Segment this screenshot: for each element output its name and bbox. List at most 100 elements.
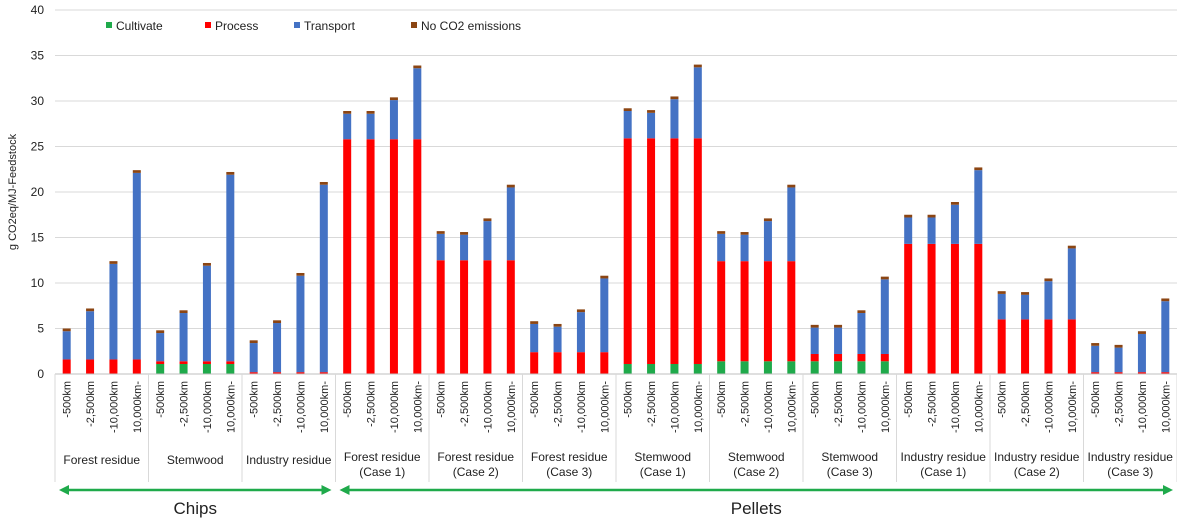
legend: Cultivate Process Transport No CO2 emission… — [106, 19, 521, 33]
bar-segment-process — [927, 243, 936, 374]
bar-segment-transport — [717, 233, 726, 262]
bar-segment-process — [226, 361, 235, 364]
bar-segment-no-co2-emissions — [623, 108, 632, 112]
bar-segment-transport — [670, 99, 679, 139]
bar-segment-no-co2-emissions — [273, 320, 282, 324]
x-tick-label: 10,000km- — [412, 381, 424, 433]
bar-segment-transport — [623, 111, 632, 139]
bar-segment-process — [249, 372, 258, 374]
bar-segment-cultivate — [717, 361, 726, 374]
x-tick-label: -500km — [436, 381, 448, 418]
bar-segment-process — [693, 138, 702, 364]
bar-segment-process — [273, 372, 282, 374]
group-label-case: (Case 2) — [453, 465, 499, 479]
bar-segment-no-co2-emissions — [740, 232, 749, 235]
bar-segment-transport — [1044, 281, 1053, 320]
x-tick-label: -2,500km — [833, 381, 845, 427]
bar-segment-process — [997, 319, 1006, 374]
bar-segment-process — [530, 352, 539, 374]
bar-segment-transport — [86, 311, 95, 360]
bar-segment-transport — [834, 327, 843, 354]
bar-segment-no-co2-emissions — [109, 261, 118, 264]
bar-segment-process — [880, 353, 889, 362]
legend-label: No CO2 emissions — [421, 19, 521, 33]
x-tick-label: -2,500km — [740, 381, 752, 427]
x-tick-label: -500km — [903, 381, 915, 418]
x-tick-label: 10,000km- — [319, 381, 331, 433]
bar-segment-process — [670, 138, 679, 364]
y-tick-label: 40 — [31, 3, 45, 17]
bar-segment-no-co2-emissions — [530, 321, 539, 324]
brackets-layer: Chips Pellets — [59, 485, 1173, 518]
y-axis-label: g CO2eq/MJ-Feedstock — [7, 133, 19, 250]
bar-segment-no-co2-emissions — [904, 214, 913, 218]
bracket-label: Chips — [174, 499, 217, 518]
x-tick-label: -2,500km — [366, 381, 378, 427]
bar-segment-transport — [179, 313, 188, 362]
legend-label: Transport — [304, 19, 356, 33]
bar-segment-transport — [273, 323, 282, 373]
x-tick-label: -10,000km — [482, 381, 494, 433]
bar-segment-cultivate — [202, 363, 211, 374]
bar-segment-transport — [156, 333, 165, 362]
x-tick-label: -500km — [1090, 381, 1102, 418]
x-tick-label: -500km — [997, 381, 1009, 418]
bar-segment-transport — [927, 217, 936, 244]
bar-segment-transport — [343, 113, 352, 140]
bar-segment-transport — [997, 293, 1006, 320]
x-tick-label: -2,500km — [927, 381, 939, 427]
bar-segment-transport — [530, 323, 539, 353]
bar-segment-process — [787, 261, 796, 362]
bracket-label: Pellets — [731, 499, 782, 518]
group-label: Forest residue — [344, 450, 421, 464]
x-tick-label: -2,500km — [553, 381, 565, 427]
bar-segment-process — [810, 353, 819, 362]
bars-layer — [62, 64, 1170, 374]
x-tick-label: -10,000km — [856, 381, 868, 433]
y-tick-label: 10 — [31, 276, 45, 290]
bar-segment-process — [553, 352, 562, 374]
y-tick-label: 35 — [31, 49, 45, 63]
bar-segment-no-co2-emissions — [1044, 278, 1053, 282]
bar-segment-process — [62, 359, 71, 374]
bar-segment-process — [483, 260, 492, 374]
x-tick-label: -500km — [249, 381, 261, 418]
group-label-case: (Case 2) — [1014, 465, 1060, 479]
bar-segment-process — [109, 359, 118, 374]
bar-segment-process — [86, 359, 95, 374]
y-tick-label: 30 — [31, 94, 45, 108]
group-label: Forest residue — [63, 453, 140, 467]
x-tick-label: -500km — [62, 381, 74, 418]
bar-segment-process — [343, 139, 352, 374]
bar-segment-transport — [693, 67, 702, 139]
bar-segment-process — [132, 359, 141, 374]
bar-segment-transport — [436, 233, 445, 261]
bar-segment-no-co2-emissions — [974, 167, 983, 171]
group-label-case: (Case 1) — [359, 465, 405, 479]
bar-segment-no-co2-emissions — [950, 202, 959, 205]
bar-segment-process — [740, 261, 749, 362]
bar-segment-cultivate — [810, 361, 819, 374]
group-label: Stemwood — [634, 450, 691, 464]
bar-segment-transport — [740, 234, 749, 262]
bar-segment-transport — [974, 170, 983, 244]
group-label-case: (Case 3) — [1107, 465, 1153, 479]
bar-segment-process — [974, 243, 983, 374]
bar-segment-no-co2-emissions — [693, 64, 702, 68]
bar-segment-transport — [1114, 347, 1123, 373]
y-tick-label: 0 — [37, 367, 44, 381]
bar-segment-transport — [1161, 301, 1170, 373]
bar-segment-transport — [600, 278, 609, 353]
bar-segment-transport — [132, 172, 141, 360]
bar-segment-transport — [413, 68, 422, 140]
bar-segment-process — [950, 243, 959, 374]
bar-segment-no-co2-emissions — [296, 272, 305, 276]
bar-segment-no-co2-emissions — [483, 218, 492, 222]
x-tick-label: -10,000km — [389, 381, 401, 433]
group-label: Stemwood — [167, 453, 224, 467]
bar-segment-no-co2-emissions — [576, 309, 585, 313]
y-tick-label: 20 — [31, 185, 45, 199]
bar-segment-no-co2-emissions — [857, 310, 866, 314]
bar-segment-cultivate — [670, 363, 679, 374]
